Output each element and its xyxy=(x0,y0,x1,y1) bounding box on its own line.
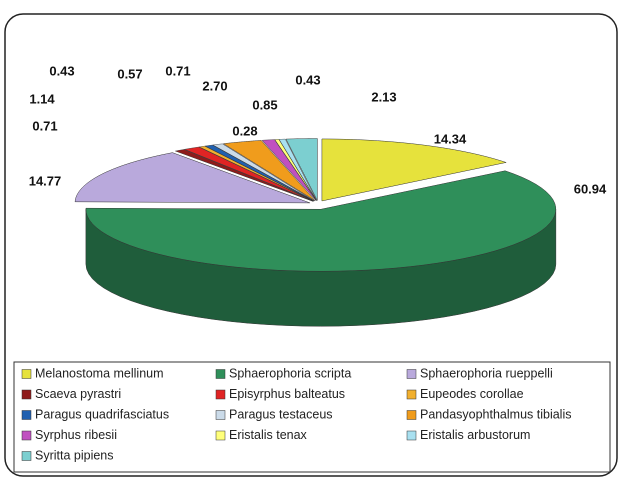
legend-label: Syrphus ribesii xyxy=(35,428,117,442)
slice xyxy=(85,170,557,272)
legend-label: Sphaerophoria scripta xyxy=(229,366,351,380)
legend-swatch xyxy=(406,410,417,420)
legend-swatch xyxy=(406,430,417,441)
legend xyxy=(13,361,611,473)
data-label: 0.85 xyxy=(252,97,277,112)
data-label: 0.71 xyxy=(32,118,57,133)
legend-label: Eristalis tenax xyxy=(229,428,308,442)
legend-label: Paragus testaceus xyxy=(229,407,333,421)
slice xyxy=(174,149,313,202)
legend-swatch xyxy=(215,369,226,379)
data-label: 2.70 xyxy=(202,78,227,93)
slice xyxy=(183,146,314,202)
data-label: 60.94 xyxy=(574,181,607,196)
legend-label: Melanostoma mellinum xyxy=(35,366,164,380)
legend-label: Episyrphus balteatus xyxy=(229,387,345,401)
legend-swatch xyxy=(215,430,226,441)
data-label: 14.77 xyxy=(29,173,62,188)
legend-swatch xyxy=(21,389,32,400)
legend-swatch xyxy=(21,410,32,420)
legend-swatch xyxy=(215,410,226,420)
legend-items: Melanostoma mellinum Sphaerophoria script… xyxy=(21,366,571,462)
data-label: 2.13 xyxy=(371,89,396,104)
legend-swatch xyxy=(215,389,226,400)
slice xyxy=(204,144,315,202)
data-label: 0.43 xyxy=(295,72,320,87)
legend-label: Syritta pipiens xyxy=(35,448,114,462)
slice xyxy=(198,145,314,202)
data-label: 0.57 xyxy=(117,66,142,81)
data-label: 0.43 xyxy=(49,63,74,78)
legend-swatch xyxy=(406,389,417,400)
legend-swatch xyxy=(21,369,32,379)
legend-label: Eupeodes corollae xyxy=(420,387,524,401)
legend-label: Scaeva pyrastri xyxy=(35,387,121,401)
legend-label: Eristalis arbustorum xyxy=(420,428,530,442)
legend-label: Paragus quadrifasciatus xyxy=(35,407,169,421)
slice xyxy=(261,139,317,201)
legend-swatch xyxy=(21,451,32,461)
legend-swatch xyxy=(406,369,417,379)
legend-label: Pandasyophthalmus tibialis xyxy=(420,407,571,421)
slice xyxy=(74,152,311,204)
legend-swatch xyxy=(21,430,32,441)
data-label: 1.14 xyxy=(29,91,55,106)
pie: 14.34 60.94 14.77 0.71 1.14 0.43 0.57 0.71 2.70 0… xyxy=(29,63,607,327)
data-label: 0.28 xyxy=(232,123,257,138)
slice xyxy=(222,140,316,201)
data-label: 14.34 xyxy=(434,131,467,146)
slice xyxy=(212,143,315,202)
legend-label: Sphaerophoria rueppelli xyxy=(420,366,553,380)
slice xyxy=(278,138,317,201)
slice xyxy=(285,138,318,201)
slice xyxy=(274,139,317,201)
data-label: 0.71 xyxy=(165,63,190,78)
slice xyxy=(321,138,508,202)
